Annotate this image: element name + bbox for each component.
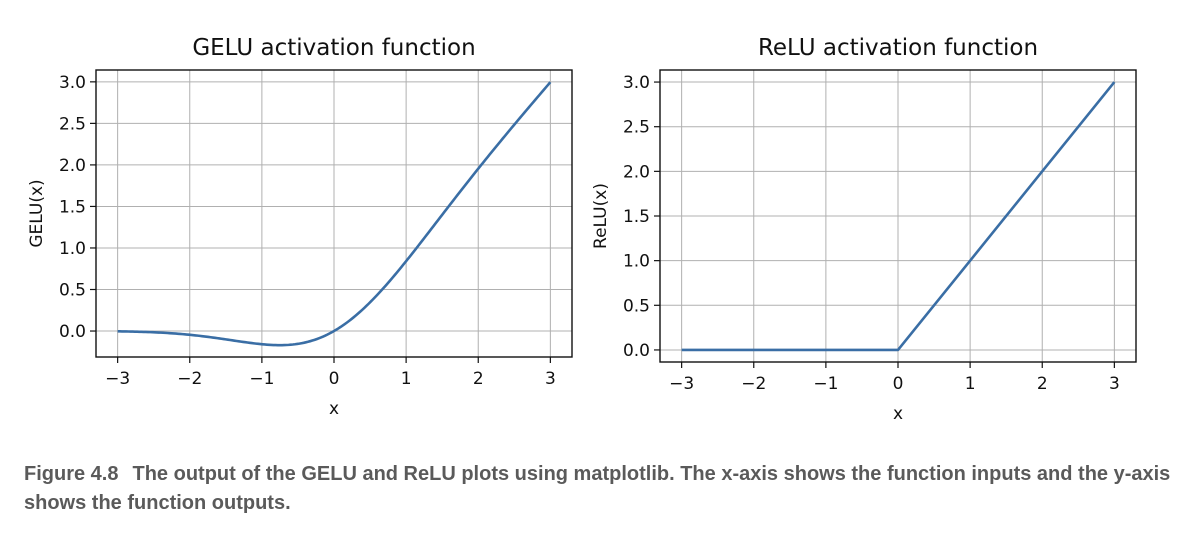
relu-ytick-label-5: 2.5 [623,118,650,138]
relu-series-line-0 [681,81,1116,352]
relu-xtick-label-0: −3 [669,374,694,394]
gelu-x-axis-label: x [329,399,339,419]
relu-xtick-label-3: 0 [893,374,904,394]
gelu-xtick-label-4: 1 [401,369,412,389]
gelu-xtick-label-6: 3 [545,369,556,389]
gelu-chart-title: GELU activation function [192,35,475,61]
gelu-ytick-label-1: 0.5 [59,281,86,301]
gelu-ytick-label-5: 2.5 [59,114,86,134]
relu-ytick-label-3: 1.5 [623,207,650,227]
relu-xtick-label-2: −1 [813,374,838,394]
relu-xtick-label-4: 1 [965,374,976,394]
gelu-xtick-label-2: −1 [249,369,274,389]
gelu-chart: −3 −2 −1 0 1 2 3 0.0 0.5 1.0 1.5 2.0 2.5 3.0 GELU acti… [27,35,573,419]
relu-ytick-label-6: 3.0 [623,73,650,93]
relu-y-axis-label: ReLU(x) [591,183,611,249]
gelu-ytick-label-2: 1.0 [59,239,86,259]
relu-ytick-label-0: 0.0 [623,341,650,361]
gelu-y-axis-label: GELU(x) [27,179,47,247]
relu-xtick-label-5: 2 [1037,374,1048,394]
gelu-ytick-label-3: 1.5 [59,197,86,217]
caption-label: Figure 4.8 [24,463,119,485]
gelu-series-line-0 [117,81,552,347]
gelu-ytick-label-4: 2.0 [59,156,86,176]
gelu-xtick-label-3: 0 [329,369,340,389]
relu-chart-title: ReLU activation function [758,35,1038,61]
relu-xtick-label-1: −2 [741,374,766,394]
relu-x-axis-label: x [893,404,903,424]
relu-xtick-label-6: 3 [1109,374,1120,394]
figure: −3 −2 −1 0 1 2 3 0.0 0.5 1.0 1.5 2.0 2.5 3.0 GELU acti… [27,35,1137,424]
caption-text: The output of the GELU and ReLU plots us… [24,463,1171,514]
relu-ytick-label-1: 0.5 [623,296,650,316]
gelu-ytick-label-6: 3.0 [59,73,86,93]
relu-chart: −3 −2 −1 0 1 2 3 0.0 0.5 1.0 1.5 2.0 2.5 3.0 ReLU acti… [591,35,1137,424]
gelu-xtick-label-1: −2 [177,369,202,389]
gelu-ytick-label-0: 0.0 [59,322,86,342]
gelu-xtick-label-5: 2 [473,369,484,389]
figure-caption: Figure 4.8 The output of the GELU and ReL… [24,460,1174,518]
gelu-xtick-label-0: −3 [105,369,130,389]
relu-ytick-label-2: 1.0 [623,252,650,272]
relu-ytick-label-4: 2.0 [623,162,650,182]
